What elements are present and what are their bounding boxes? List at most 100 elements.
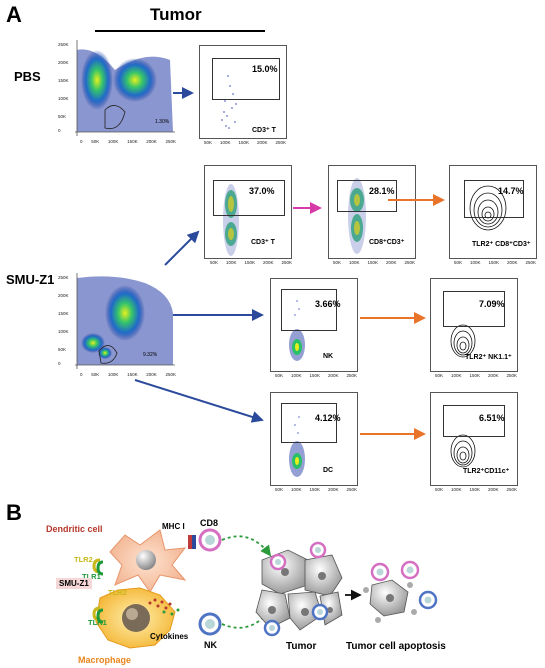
nk-label: NK [204, 640, 217, 650]
xticks-smu-tlr2-cd8: 50K 100K 150K 200K 250K [454, 260, 536, 265]
xtick: 50K [435, 487, 444, 492]
xtick: 150K [367, 260, 378, 265]
tlr2-label-dc: TLR2 [74, 555, 93, 564]
xtick: 100K [107, 372, 119, 377]
gate [213, 180, 285, 216]
gate [443, 291, 505, 327]
ytick: 50K [58, 114, 67, 119]
mhc-label: MHC I [162, 522, 185, 531]
xtick: 100K [219, 140, 231, 145]
pbs-overview-xticks: 0 50K 100K 150K 200K 250K [80, 139, 176, 144]
pct-smu-cd3: 37.0% [249, 186, 275, 196]
xtick: 50K [435, 373, 444, 378]
label-pbs-cd3: CD3⁺ T [252, 127, 276, 134]
xticks-smu-tlr2-dc: 50K 100K 150K 200K 250K [435, 487, 517, 492]
xtick: 200K [327, 373, 339, 378]
xtick: 200K [146, 139, 157, 144]
label-smu-cd8: CD8⁺CD3⁺ [369, 239, 405, 246]
cytokines-label: Cytokines [150, 632, 189, 641]
xtick: 250K [506, 373, 517, 378]
xtick: 50K [91, 139, 100, 144]
xtick: 200K [262, 260, 274, 265]
xtick: 100K [290, 487, 302, 492]
smu-z1-label: SMU-Z1 [56, 578, 92, 589]
xtick: 200K [385, 260, 397, 265]
label-smu-cd3: CD3⁺ T [251, 239, 275, 246]
label-smu-tlr2-cd8: TLR2⁺ CD8⁺CD3⁺ [472, 241, 531, 248]
smu-overview-yticks: 250K 200K 150K 100K 50K 0 [58, 273, 74, 369]
xtick: 0 [80, 372, 83, 377]
xtick: 100K [450, 373, 462, 378]
xtick: 250K [281, 260, 292, 265]
plot-smu-tlr2-dc: 6.51% TLR2⁺CD11c⁺ [430, 392, 518, 486]
pbs-overview-yticks: 250K 200K 150K 100K 50K 0 [58, 40, 74, 136]
xtick: 200K [506, 260, 518, 265]
gate [443, 405, 505, 437]
pbs-overview-plot [75, 40, 175, 136]
xtick: 150K [309, 487, 320, 492]
smu-overview-xticks: 0 50K 100K 150K 200K 250K [80, 372, 176, 377]
ytick: 150K [58, 311, 69, 316]
xtick: 50K [275, 373, 284, 378]
xtick: 100K [290, 373, 302, 378]
xtick: 100K [469, 260, 481, 265]
tumor-label: Tumor [286, 641, 317, 652]
xticks-smu-dc: 50K 100K 150K 200K 250K [275, 487, 357, 492]
pct-smu-tlr2-nk: 7.09% [479, 299, 505, 309]
xtick: 250K [165, 139, 176, 144]
tlr2-label-mac: TLR2 [108, 588, 127, 597]
ytick: 250K [58, 275, 69, 280]
ytick: 100K [58, 329, 69, 334]
gate [337, 180, 397, 212]
xtick: 50K [454, 260, 463, 265]
xtick: 150K [244, 260, 255, 265]
xtick: 100K [107, 139, 119, 144]
ytick: 100K [58, 96, 69, 101]
xtick: 150K [488, 260, 499, 265]
xtick: 200K [327, 487, 339, 492]
ytick: 200K [58, 293, 69, 298]
row-label-smu: SMU-Z1 [6, 272, 55, 287]
xtick: 150K [469, 487, 480, 492]
gate [281, 289, 337, 331]
xtick: 250K [404, 260, 415, 265]
xtick: 50K [91, 372, 100, 377]
ytick: 250K [58, 42, 69, 47]
xtick: 150K [469, 373, 480, 378]
ytick: 0 [58, 128, 61, 133]
smu-gate-pct: 9.32% [143, 352, 158, 358]
cd8-label: CD8 [200, 518, 219, 528]
xtick: 0 [80, 139, 83, 144]
xtick: 50K [333, 260, 342, 265]
xticks-smu-cd8: 50K 100K 150K 200K 250K [333, 260, 415, 265]
plot-smu-dc: 4.12% DC [270, 392, 358, 486]
xtick: 200K [256, 140, 268, 145]
xticks-smu-tlr2-nk: 50K 100K 150K 200K 250K [435, 373, 517, 378]
plot-smu-nk: 3.66% NK [270, 278, 358, 372]
xtick: 200K [487, 487, 499, 492]
xtick: 250K [346, 373, 357, 378]
xtick: 50K [204, 140, 213, 145]
xtick: 100K [450, 487, 462, 492]
label-smu-tlr2-nk: TLR2⁺ NK1.1⁺ [465, 354, 512, 361]
pct-smu-dc: 4.12% [315, 413, 341, 423]
xticks-smu-nk: 50K 100K 150K 200K 250K [275, 373, 357, 378]
xtick: 150K [127, 139, 138, 144]
label-smu-tlr2-dc: TLR2⁺CD11c⁺ [463, 468, 510, 475]
macrophage-label: Macrophage [78, 655, 132, 665]
xtick: 100K [225, 260, 237, 265]
tumor-header: Tumor [150, 5, 202, 24]
gate [281, 403, 337, 443]
xtick: 200K [487, 373, 499, 378]
xtick: 250K [165, 372, 176, 377]
xtick: 250K [275, 140, 286, 145]
label-smu-nk: NK [323, 353, 334, 360]
xtick: 50K [210, 260, 219, 265]
xticks-pbs-cd3: 50K 100K 150K 200K 250K [204, 140, 286, 145]
xtick: 250K [525, 260, 536, 265]
pct-smu-cd8: 28.1% [369, 186, 395, 196]
plot-smu-tlr2-cd8: 14.7% TLR2⁺ CD8⁺CD3⁺ [449, 165, 537, 259]
xtick: 50K [275, 487, 284, 492]
tlr1-label-dc: TLR1 [82, 572, 101, 581]
pct-pbs-cd3: 15.0% [252, 64, 278, 74]
